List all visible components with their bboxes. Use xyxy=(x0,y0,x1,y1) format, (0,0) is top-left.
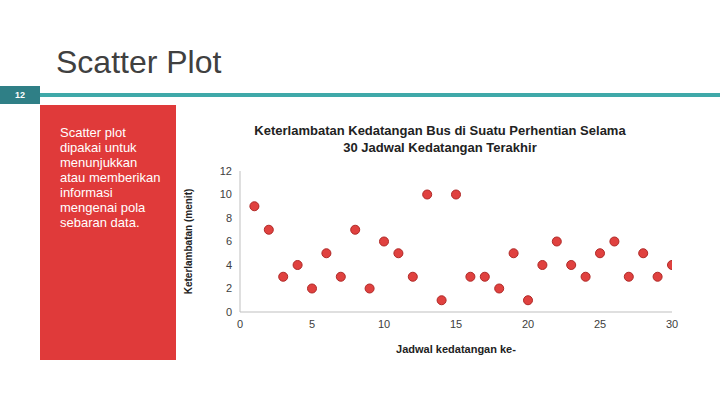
svg-text:12: 12 xyxy=(220,165,232,177)
svg-text:0: 0 xyxy=(237,318,243,330)
svg-text:4: 4 xyxy=(226,259,232,271)
svg-text:Jadwal kedatangan ke-: Jadwal kedatangan ke- xyxy=(396,343,516,355)
svg-text:Keterlambatan (menit): Keterlambatan (menit) xyxy=(183,189,194,295)
html-text:12: 12 xyxy=(15,90,25,100)
svg-text:25: 25 xyxy=(594,318,606,330)
svg-text:8: 8 xyxy=(226,212,232,224)
svg-text:6: 6 xyxy=(226,235,232,247)
svg-text:10: 10 xyxy=(220,188,232,200)
html-text:Scatter Plot: Scatter Plot xyxy=(56,44,222,80)
html-text:Keterlambatan Kedatangan Bus d: Keterlambatan Kedatangan Bus di Suatu Pe… xyxy=(254,123,626,155)
svg-text:0: 0 xyxy=(226,306,232,318)
svg-text:5: 5 xyxy=(309,318,315,330)
svg-text:30: 30 xyxy=(666,318,678,330)
svg-text:10: 10 xyxy=(378,318,390,330)
html-text:Scatter plot dipakai untuk men: Scatter plot dipakai untuk menunjukkan a… xyxy=(60,125,161,230)
svg-text:20: 20 xyxy=(522,318,534,330)
svg-text:15: 15 xyxy=(450,318,462,330)
svg-text:2: 2 xyxy=(226,282,232,294)
